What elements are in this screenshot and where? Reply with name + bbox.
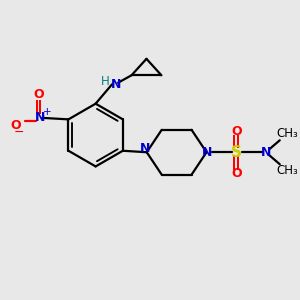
Text: N: N: [261, 146, 272, 159]
Text: O: O: [11, 119, 22, 132]
Text: O: O: [231, 167, 242, 180]
Text: N: N: [35, 111, 45, 124]
Text: CH₃: CH₃: [276, 164, 298, 177]
Text: +: +: [43, 107, 51, 118]
Text: H: H: [101, 75, 110, 88]
Text: S: S: [231, 145, 242, 160]
Text: O: O: [33, 88, 44, 101]
Text: −: −: [14, 126, 24, 139]
Text: N: N: [110, 78, 121, 91]
Text: N: N: [202, 146, 212, 159]
Text: O: O: [231, 125, 242, 138]
Text: N: N: [140, 142, 150, 155]
Text: CH₃: CH₃: [276, 127, 298, 140]
